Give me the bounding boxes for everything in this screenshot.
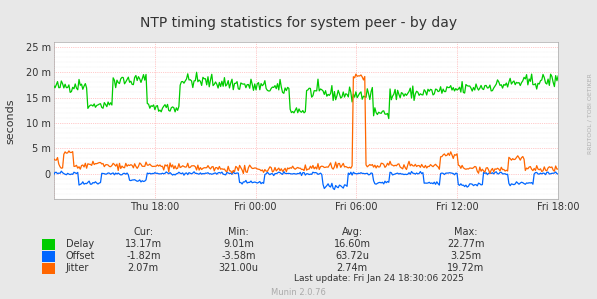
Text: Min:: Min: [229, 227, 249, 237]
Text: 13.17m: 13.17m [125, 239, 162, 249]
Text: 3.25m: 3.25m [450, 251, 481, 261]
Text: NTP timing statistics for system peer - by day: NTP timing statistics for system peer - … [140, 16, 457, 30]
Text: Offset: Offset [66, 251, 95, 261]
Text: Cur:: Cur: [133, 227, 153, 237]
Text: 63.72u: 63.72u [336, 251, 369, 261]
Text: -1.82m: -1.82m [126, 251, 161, 261]
Text: 2.07m: 2.07m [128, 263, 159, 273]
Text: Munin 2.0.76: Munin 2.0.76 [271, 288, 326, 297]
Text: Max:: Max: [454, 227, 478, 237]
Text: 9.01m: 9.01m [223, 239, 254, 249]
Text: 22.77m: 22.77m [447, 239, 484, 249]
Text: 16.60m: 16.60m [334, 239, 371, 249]
Text: 19.72m: 19.72m [447, 263, 484, 273]
Text: Avg:: Avg: [341, 227, 363, 237]
Text: Delay: Delay [66, 239, 94, 249]
Text: RRDTOOL / TOBI OETIKER: RRDTOOL / TOBI OETIKER [587, 73, 592, 154]
Text: Jitter: Jitter [66, 263, 89, 273]
Text: -3.58m: -3.58m [221, 251, 256, 261]
Text: 2.74m: 2.74m [337, 263, 368, 273]
Text: seconds: seconds [6, 98, 16, 144]
Text: Last update: Fri Jan 24 18:30:06 2025: Last update: Fri Jan 24 18:30:06 2025 [294, 274, 464, 283]
Text: 321.00u: 321.00u [219, 263, 259, 273]
